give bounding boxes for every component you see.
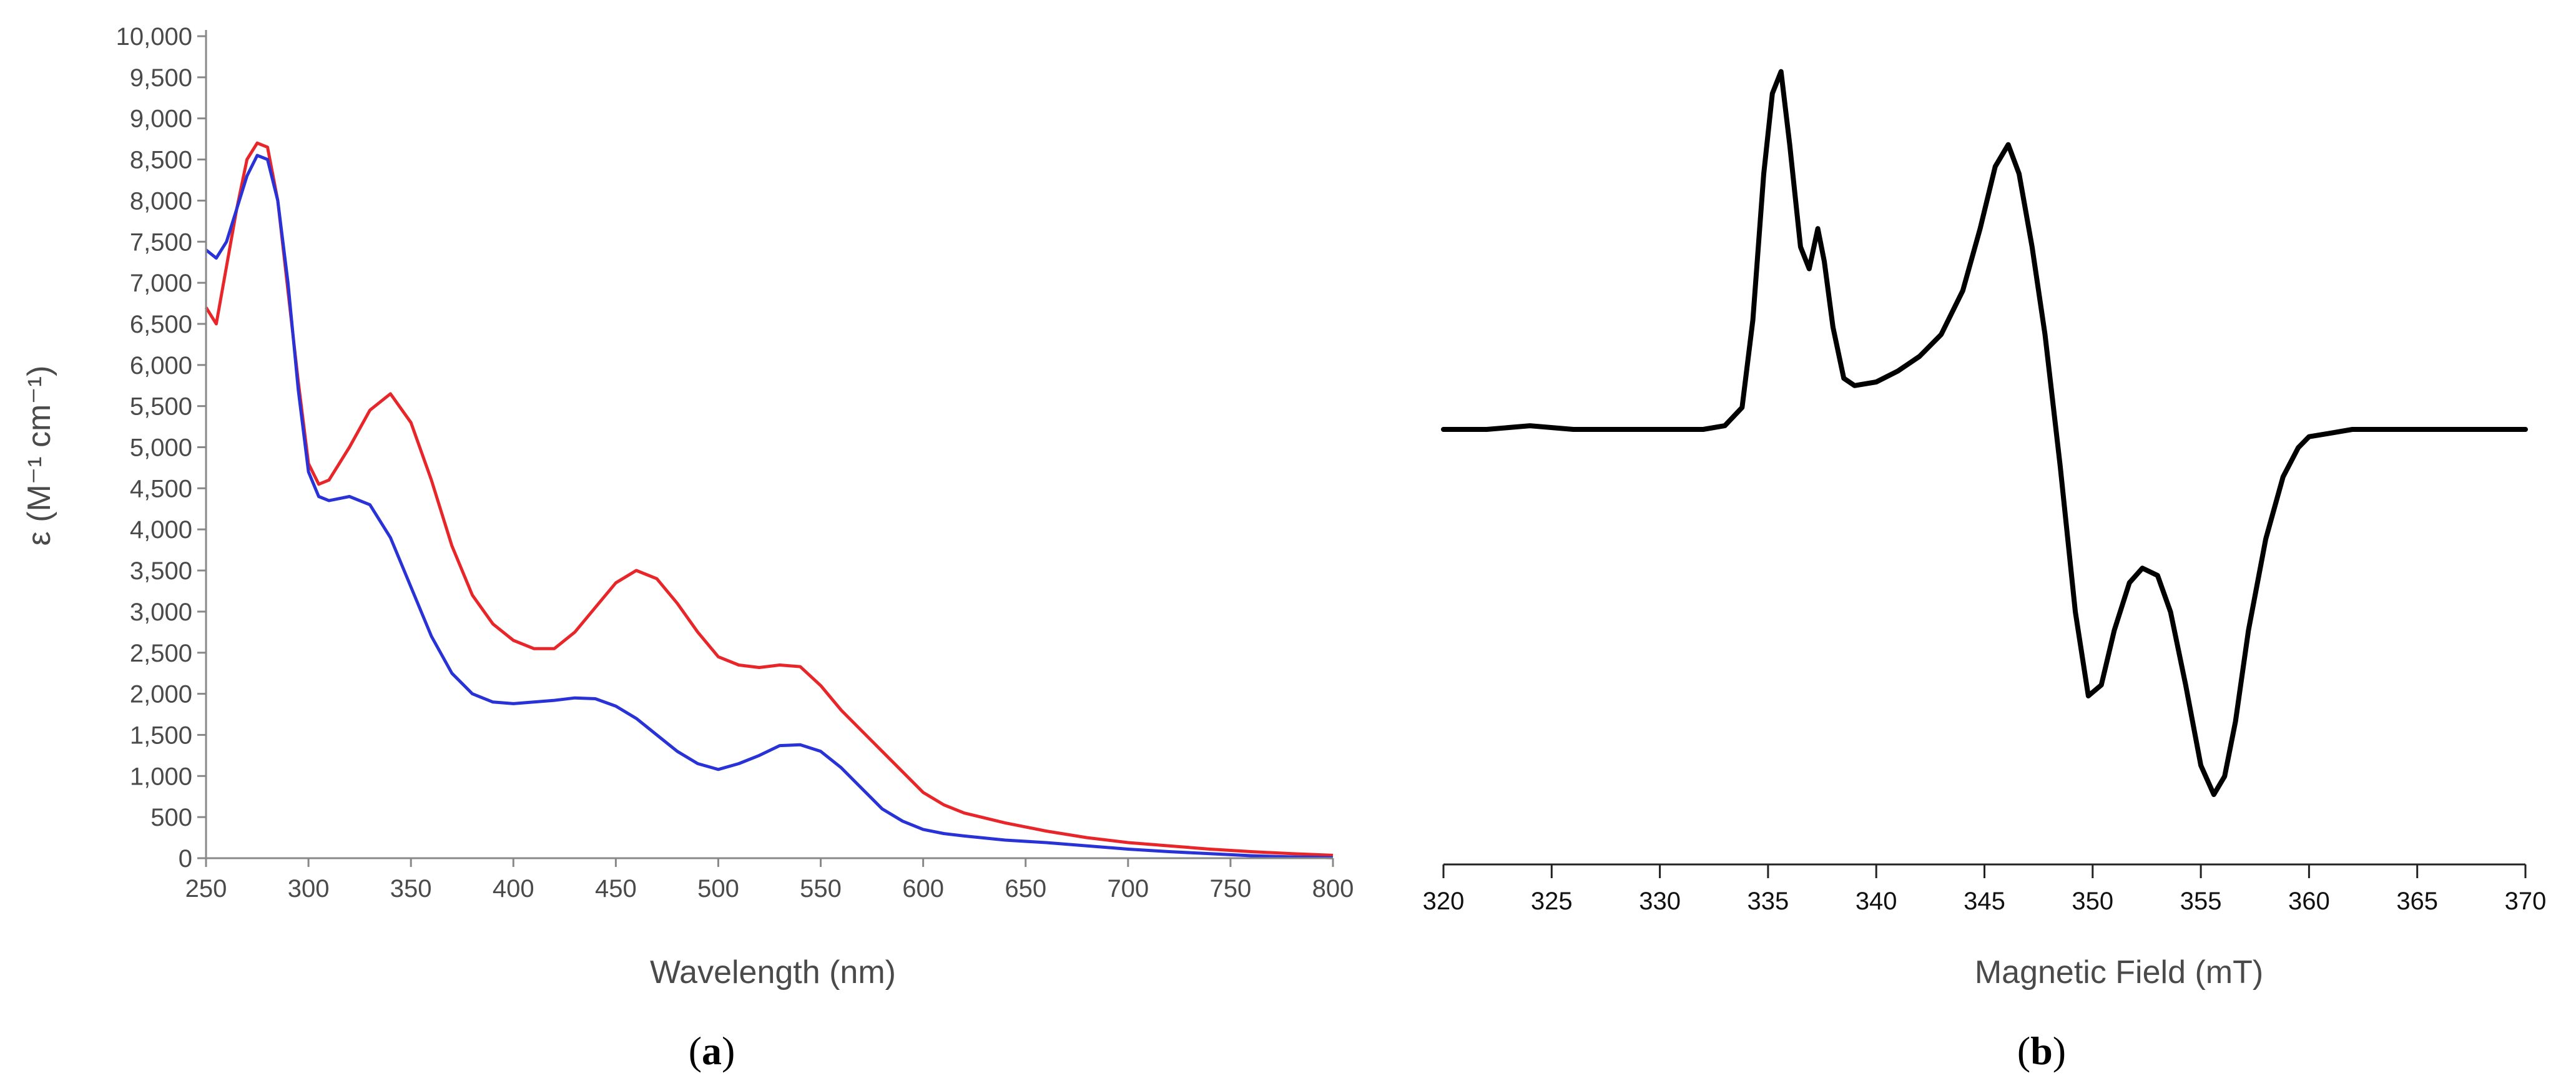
panel-a-x-tick-label: 500 xyxy=(697,875,739,903)
panel-a-y-tick-label: 4,500 xyxy=(130,475,192,502)
panel-label-a-open: ( xyxy=(689,1029,702,1073)
panel-a-y-tick-label: 9,000 xyxy=(130,105,192,133)
panel-b-axes: 320 325 330 335 340 345 350 355 360 365 370 xyxy=(1423,863,2547,915)
panel-a-y-tick-label: 500 xyxy=(150,804,192,831)
panel-a-y-tick-label: 3,000 xyxy=(130,599,192,626)
panel-label-a-letter: a xyxy=(702,1029,722,1073)
panel-a-y-tick-label: 7,000 xyxy=(130,270,192,297)
panel-a-x-tick-label: 350 xyxy=(390,875,432,903)
panel-a-y-tick-label: 10,000 xyxy=(116,23,192,51)
panel-a-y-tick-label: 2,000 xyxy=(130,681,192,708)
panel-b-x-tick-label: 360 xyxy=(2288,888,2330,915)
panel-label-b-open: ( xyxy=(2017,1029,2030,1073)
panel-a-x-tick-label: 550 xyxy=(800,875,842,903)
panel-a-plot-area xyxy=(204,141,1334,859)
panel-a-y-tick-label: 4,000 xyxy=(130,516,192,544)
panel-a-y-tick-label: 8,500 xyxy=(130,147,192,174)
panel-a-x-tick-label: 300 xyxy=(288,875,330,903)
panel-a-y-tick-label: 7,500 xyxy=(130,228,192,256)
panel-a-x-tick-label: 700 xyxy=(1107,875,1149,903)
panel-a-y-tick-label: 5,000 xyxy=(130,434,192,462)
panel-a-x-tick-label: 450 xyxy=(595,875,637,903)
panel-a-x-tick-label: 750 xyxy=(1210,875,1252,903)
panel-b-x-tick-label: 320 xyxy=(1423,888,1465,915)
panel-a-y-tick-label: 3,500 xyxy=(130,557,192,585)
panel-b-x-tick-label: 340 xyxy=(1856,888,1897,915)
panel-a-x-tick-label: 400 xyxy=(493,875,534,903)
panel-label-b-close: ) xyxy=(2053,1029,2066,1073)
panel-label-b: (b) xyxy=(2017,1029,2066,1073)
panel-b-x-tick-label: 355 xyxy=(2180,888,2222,915)
panel-b-x-tick-label: 335 xyxy=(1748,888,1789,915)
panel-b-x-tick-label: 350 xyxy=(2072,888,2113,915)
panel-a-x-tick-label: 800 xyxy=(1312,875,1354,903)
panel-a-y-tick-label: 6,000 xyxy=(130,352,192,379)
panel-b-x-axis-title: Magnetic Field (mT) xyxy=(1975,954,2263,991)
panel-a-x-tick-label: 650 xyxy=(1005,875,1046,903)
panel-b-chart: 320 325 330 335 340 345 350 355 360 365 370 Magnet… xyxy=(1423,69,2547,991)
panel-a-y-tick-label: 2,500 xyxy=(130,640,192,667)
panel-a-y-tick-label: 5,500 xyxy=(130,393,192,421)
panel-a-series-blue xyxy=(205,154,1334,859)
panel-a-y-tick-label: 8,000 xyxy=(130,187,192,215)
panel-b-x-tick-label: 330 xyxy=(1639,888,1681,915)
panel-a-chart: 0 500 1,000 1,500 2,000 2,500 3,000 3,500 4,000 4… xyxy=(21,23,1354,991)
panel-a-y-tick-label: 1,500 xyxy=(130,722,192,749)
panel-b-x-tick-label: 370 xyxy=(2505,888,2547,915)
panel-a-y-axis-title: ε (M⁻¹ cm⁻¹) xyxy=(21,366,57,546)
panel-a-y-tick-label: 9,500 xyxy=(130,64,192,92)
panel-a-x-axis-title: Wavelength (nm) xyxy=(650,954,896,991)
panel-b-series-epr xyxy=(1441,69,2528,797)
panel-label-b-letter: b xyxy=(2030,1029,2053,1073)
panel-a-x-tick-label: 250 xyxy=(185,875,227,903)
panel-a-x-tick-label: 600 xyxy=(902,875,944,903)
panel-b-x-tick-label: 345 xyxy=(1964,888,2005,915)
panel-a-y-tick-label: 0 xyxy=(179,845,192,873)
panel-b-x-tick-label: 365 xyxy=(2396,888,2438,915)
panel-b-x-tick-label: 325 xyxy=(1531,888,1573,915)
panel-a-y-tick-label: 6,500 xyxy=(130,311,192,338)
panel-a-axes: 0 500 1,000 1,500 2,000 2,500 3,000 3,500 4,000 4… xyxy=(116,23,1354,903)
panel-label-a: (a) xyxy=(689,1029,735,1073)
panel-a-y-tick-label: 1,000 xyxy=(130,763,192,790)
panel-label-a-close: ) xyxy=(722,1029,735,1073)
panel-b-plot-area xyxy=(1441,69,2528,797)
panel-a-series-red xyxy=(204,141,1334,857)
